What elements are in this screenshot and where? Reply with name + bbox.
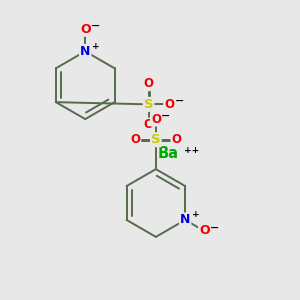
Text: O: O: [143, 77, 154, 90]
Text: O: O: [172, 133, 182, 146]
Text: Ba: Ba: [157, 146, 178, 161]
Text: O: O: [80, 23, 91, 36]
Text: S: S: [144, 98, 153, 111]
Text: −: −: [174, 96, 184, 106]
Text: −: −: [210, 222, 219, 233]
Text: ++: ++: [184, 146, 199, 155]
Text: +: +: [92, 42, 99, 51]
Text: O: O: [130, 133, 140, 146]
Text: N: N: [80, 45, 90, 58]
Text: O: O: [143, 118, 154, 131]
Text: N: N: [180, 213, 190, 226]
Text: O: O: [151, 112, 161, 126]
Text: S: S: [151, 133, 161, 146]
Text: +: +: [192, 210, 199, 219]
Text: −: −: [91, 21, 100, 31]
Text: O: O: [164, 98, 174, 111]
Text: O: O: [199, 224, 210, 238]
Text: −: −: [161, 110, 171, 121]
